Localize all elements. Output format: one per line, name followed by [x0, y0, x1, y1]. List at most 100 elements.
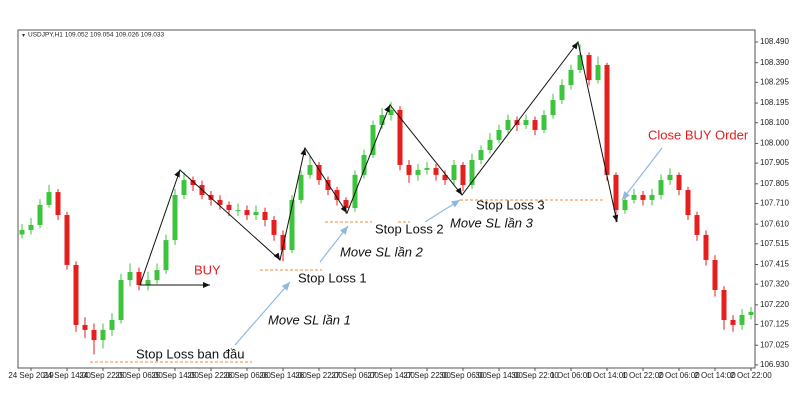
x-tick-label: 27 Sep 22:00	[403, 371, 451, 380]
y-tick-label: 107.905	[760, 158, 789, 167]
candle-body	[586, 55, 592, 81]
y-tick-label: 106.930	[760, 360, 789, 369]
candle-body	[28, 224, 34, 230]
candle-body	[172, 194, 178, 241]
x-tick-label: 2 Oct 06:00	[658, 371, 700, 380]
candle-body	[478, 150, 484, 160]
x-tick-label: 30 Sep 06:00	[439, 371, 487, 380]
x-tick-label: 25 Sep 06:00	[115, 371, 163, 380]
candle-body	[424, 168, 430, 170]
candle-body	[730, 319, 736, 325]
candle-body	[568, 69, 574, 86]
x-tick-label: 27 Sep 14:00	[367, 371, 415, 380]
arrow	[384, 104, 391, 113]
candle-body	[487, 139, 493, 151]
candle-body	[118, 280, 124, 320]
candle-body	[235, 210, 241, 212]
candle-body	[262, 211, 268, 221]
candle-body	[298, 174, 304, 200]
candle-body	[46, 192, 52, 205]
candle-body	[505, 120, 511, 130]
candle-body	[541, 115, 547, 130]
candle-body	[460, 164, 466, 186]
candle-body	[91, 329, 97, 341]
candle-body	[19, 229, 25, 235]
candle-body	[361, 155, 367, 175]
candle-body	[469, 159, 475, 186]
x-tick-label: 1 Oct 22:00	[622, 371, 664, 380]
x-tick-label: 2 Oct 14:00	[694, 371, 736, 380]
x-tick-label: 25 Sep 22:00	[187, 371, 235, 380]
arrow	[455, 187, 463, 196]
candle-body	[127, 271, 133, 281]
annotation: Move SL lần 3	[450, 215, 534, 230]
candle-body	[703, 234, 709, 260]
candle-body	[388, 109, 394, 116]
candle-body	[739, 315, 745, 325]
y-tick-label: 107.515	[760, 239, 789, 248]
y-tick-label: 107.610	[760, 219, 789, 228]
plot-frame	[17, 29, 756, 369]
y-tick-label: 107.415	[760, 260, 789, 269]
candle-body	[694, 215, 700, 235]
x-tick-label: 26 Sep 14:00	[259, 371, 307, 380]
annotation: Move SL lần 2	[340, 244, 424, 259]
arrow	[273, 252, 281, 261]
x-tick-label: 30 Sep 14:00	[475, 371, 523, 380]
candle-body	[181, 180, 187, 195]
candle-body	[280, 234, 286, 251]
candle-body	[370, 125, 376, 156]
move-arrow	[621, 147, 663, 201]
candle-body	[226, 204, 232, 211]
candle-body	[532, 120, 538, 130]
y-tick-label: 108.000	[760, 139, 789, 148]
arrow	[612, 214, 619, 223]
y-tick-label: 108.390	[760, 58, 789, 67]
annotation: BUY	[194, 262, 221, 277]
y-tick-label: 107.125	[760, 320, 789, 329]
y-tick-label: 108.195	[760, 98, 789, 107]
candle-body	[37, 204, 43, 225]
candle-body	[145, 280, 151, 286]
y-tick-label: 107.710	[760, 199, 789, 208]
x-tick-label: 1 Oct 06:00	[550, 371, 592, 380]
candle-body	[190, 180, 196, 186]
candle-body	[343, 199, 349, 209]
candle-body	[406, 164, 412, 175]
candle-body	[550, 99, 556, 116]
x-tick-label: 24 Sep 22:00	[79, 371, 127, 380]
candle-body	[82, 324, 88, 330]
candle-body	[442, 174, 448, 181]
candle-body	[379, 115, 385, 126]
header: USDJPY,H1 109.052 109.054 109.026 109.03…	[28, 32, 165, 39]
candle-body	[559, 85, 565, 100]
candle-body	[64, 215, 70, 265]
candle-body	[451, 164, 457, 181]
candle-body	[307, 164, 313, 175]
candle-body	[658, 180, 664, 195]
candle-body	[334, 189, 340, 200]
annotation: Move SL lần 1	[268, 312, 351, 327]
move-arrow	[424, 199, 461, 223]
x-tick-label: 2 Oct 22:00	[730, 371, 772, 380]
candle-body	[676, 174, 682, 190]
arrow	[300, 147, 307, 156]
candle-body	[154, 270, 160, 281]
candle-body	[109, 319, 115, 330]
candle-body	[352, 174, 358, 209]
x-tick-label: 26 Sep 22:00	[295, 371, 343, 380]
x-tick-label: 30 Sep 22:00	[511, 371, 559, 380]
y-tick-label: 107.805	[760, 179, 789, 188]
candle-body	[622, 199, 628, 211]
x-tick-label: 24 Sep 14:00	[43, 371, 91, 380]
candle-body	[748, 311, 754, 316]
candle-body	[100, 329, 106, 341]
y-tick-label: 108.490	[760, 37, 789, 46]
candle-body	[55, 192, 61, 216]
x-tick-label: 24 Sep 2019	[8, 371, 54, 380]
annotation: Stop Loss ban đầu	[136, 346, 244, 361]
y-tick-label: 107.220	[760, 300, 789, 309]
candle-body	[433, 168, 439, 175]
candle-body	[163, 240, 169, 271]
